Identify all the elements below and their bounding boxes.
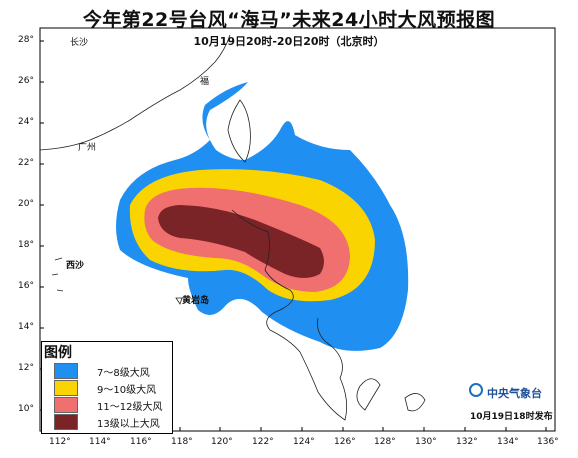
wind-zone-13-plus bbox=[158, 205, 324, 278]
lon-label: 134° bbox=[497, 437, 519, 447]
lat-label: 10° bbox=[18, 404, 34, 414]
lon-label: 130° bbox=[415, 437, 437, 447]
issuer-name: 中央气象台 bbox=[487, 387, 542, 400]
legend-swatch bbox=[54, 397, 78, 413]
lat-label: 12° bbox=[18, 363, 34, 373]
legend-label: 7～8级大风 bbox=[97, 368, 150, 379]
lon-label: 126° bbox=[334, 437, 356, 447]
legend-label: 11～12级大风 bbox=[97, 402, 163, 413]
legend-swatch bbox=[54, 414, 78, 430]
cma-logo-icon bbox=[469, 383, 483, 397]
lat-label: 28° bbox=[18, 35, 34, 45]
lon-label: 118° bbox=[171, 437, 193, 447]
lon-label: 116° bbox=[130, 437, 152, 447]
legend: 图例 7～8级大风 9～10级大风 11～12级大风 13级以上大风 bbox=[41, 341, 173, 434]
lat-label: 26° bbox=[18, 76, 34, 86]
place-label-xisha: 西沙 bbox=[66, 261, 85, 271]
map-title: 今年第22号台风“海马”未来24小时大风预报图 bbox=[82, 9, 496, 31]
lat-label: 20° bbox=[18, 199, 34, 209]
map-subtitle: 10月19日20时-20日20时（北京时） bbox=[193, 35, 385, 48]
lon-label: 128° bbox=[374, 437, 396, 447]
lon-label: 124° bbox=[293, 437, 315, 447]
lon-label: 136° bbox=[537, 437, 559, 447]
lon-label: 112° bbox=[49, 437, 71, 447]
lat-label: 24° bbox=[18, 117, 34, 127]
lat-label: 18° bbox=[18, 240, 34, 250]
place-label-fuzhou: 福 bbox=[200, 77, 210, 87]
lat-label: 16° bbox=[18, 281, 34, 291]
plot-frame bbox=[39, 27, 556, 432]
place-label-huangyan: 黄岩岛 bbox=[182, 296, 210, 306]
legend-swatch bbox=[54, 380, 78, 396]
coastlines bbox=[39, 34, 426, 421]
lon-label: 122° bbox=[252, 437, 274, 447]
legend-title: 图例 bbox=[44, 345, 72, 361]
lon-label: 132° bbox=[456, 437, 478, 447]
lat-label: 22° bbox=[18, 158, 34, 168]
legend-label: 9～10级大风 bbox=[97, 385, 157, 396]
lat-label: 14° bbox=[18, 322, 34, 332]
place-label-guangzhou: 广州 bbox=[78, 143, 97, 153]
legend-label: 13级以上大风 bbox=[97, 419, 160, 430]
place-label-changsha: 长沙 bbox=[70, 38, 89, 48]
legend-swatch bbox=[54, 363, 78, 379]
issue-time: 10月19日18时发布 bbox=[470, 412, 553, 422]
lon-label: 114° bbox=[89, 437, 111, 447]
lon-label: 120° bbox=[211, 437, 233, 447]
